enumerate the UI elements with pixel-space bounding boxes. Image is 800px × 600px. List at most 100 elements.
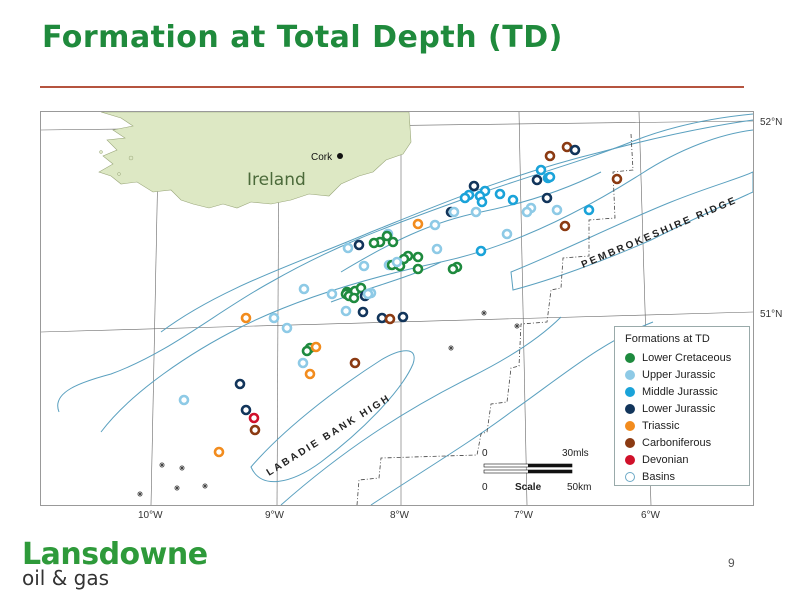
- dry-hole-icon: [202, 483, 208, 489]
- well-marker: [459, 192, 471, 204]
- well-marker: [501, 228, 513, 240]
- well-marker: [541, 192, 553, 204]
- legend-item-middle-jurassic: Middle Jurassic: [625, 385, 718, 399]
- legend-label: Basins: [642, 471, 676, 483]
- scale-bottom-start: 0: [482, 482, 488, 493]
- scale-top-start: 0: [482, 448, 488, 459]
- title-divider: [40, 86, 744, 88]
- well-marker: [240, 404, 252, 416]
- well-marker: [297, 357, 309, 369]
- map-frame: Cork Ireland PEMBROKESHIRE RIDGE LABADIE…: [40, 111, 754, 506]
- well-marker: [476, 196, 488, 208]
- well-location-map: Cork Ireland PEMBROKESHIRE RIDGE LABADIE…: [41, 112, 753, 505]
- map-legend: Formations at TD Lower Cretaceous Upper …: [614, 326, 750, 486]
- licence-boundary: [356, 133, 634, 505]
- legend-item-lower-jurassic: Lower Jurassic: [625, 402, 715, 416]
- well-marker: [355, 282, 367, 294]
- well-marker: [391, 256, 403, 268]
- well-marker: [468, 180, 480, 192]
- well-marker: [412, 218, 424, 230]
- well-marker: [249, 424, 261, 436]
- well-marker: [551, 204, 563, 216]
- well-marker: [304, 368, 316, 380]
- well-marker: [397, 311, 409, 323]
- well-marker: [611, 173, 623, 185]
- legend-label: Triassic: [642, 420, 680, 432]
- lon-label-7w: 7°W: [514, 510, 533, 521]
- well-marker: [447, 263, 459, 275]
- basin-outlines: [250, 171, 753, 505]
- legend-label: Devonian: [642, 454, 689, 466]
- legend-item-basins: Basins: [625, 470, 675, 484]
- well-marker: [348, 292, 360, 304]
- scale-top-end: 30mls: [562, 448, 589, 459]
- well-marker: [310, 341, 322, 353]
- well-marker: [342, 242, 354, 254]
- well-marker: [535, 164, 547, 176]
- legend-swatch-carboniferous: [625, 438, 635, 448]
- legend-label: Lower Cretaceous: [642, 352, 732, 364]
- well-marker: [358, 260, 370, 272]
- legend-swatch-lower-cretaceous: [625, 353, 635, 363]
- legend-swatch-lower-jurassic: [625, 404, 635, 414]
- legend-item-triassic: Triassic: [625, 419, 679, 433]
- well-marker: [240, 312, 252, 324]
- well-marker: [431, 243, 443, 255]
- well-marker: [298, 283, 310, 295]
- scale-label: Scale: [515, 482, 542, 493]
- well-marker: [448, 206, 460, 218]
- well-marker: [213, 446, 225, 458]
- ireland-label: Ireland: [247, 170, 306, 190]
- well-marker: [494, 188, 506, 200]
- cork-city-marker: [337, 153, 343, 159]
- page-number: 9: [728, 556, 735, 570]
- well-marker: [507, 194, 519, 206]
- dry-hole-icon: [137, 491, 143, 497]
- well-marker: [531, 174, 543, 186]
- well-marker: [544, 171, 556, 183]
- legend-label: Carboniferous: [642, 437, 712, 449]
- legend-item-upper-jurassic: Upper Jurassic: [625, 368, 715, 382]
- legend-label: Upper Jurassic: [642, 369, 716, 381]
- dry-hole-icon: [448, 345, 454, 351]
- well-marker: [387, 236, 399, 248]
- dry-hole-icon: [174, 485, 180, 491]
- dry-hole-icon: [481, 310, 487, 316]
- legend-label: Lower Jurassic: [642, 403, 716, 415]
- well-marker: [368, 237, 380, 249]
- lon-label-10w: 10°W: [138, 510, 163, 521]
- cork-label: Cork: [311, 152, 333, 163]
- bathymetry-contours: [57, 113, 753, 433]
- well-marker: [353, 239, 365, 251]
- lon-label-9w: 9°W: [265, 510, 284, 521]
- lat-label-51n: 51°N: [760, 309, 783, 320]
- well-marker: [412, 251, 424, 263]
- lon-label-6w: 6°W: [641, 510, 660, 521]
- legend-item-carboniferous: Carboniferous: [625, 436, 711, 450]
- well-marker: [381, 230, 393, 242]
- scale-bar: 0 30mls 0 Scale 50km: [482, 448, 591, 493]
- well-marker: [326, 288, 338, 300]
- dry-hole-icon: [514, 323, 520, 329]
- well-marker: [301, 345, 313, 357]
- legend-swatch-triassic: [625, 421, 635, 431]
- legend-item-devonian: Devonian: [625, 453, 688, 467]
- well-marker: [362, 288, 374, 300]
- well-marker: [559, 220, 571, 232]
- well-markers: [178, 141, 623, 458]
- well-marker: [583, 204, 595, 216]
- well-marker: [281, 322, 293, 334]
- well-marker: [544, 150, 556, 162]
- well-marker: [268, 312, 280, 324]
- well-marker: [178, 394, 190, 406]
- legend-swatch-devonian: [625, 455, 635, 465]
- well-marker: [470, 206, 482, 218]
- company-logo: Lansdowne: [22, 537, 208, 572]
- well-marker: [357, 306, 369, 318]
- well-marker: [429, 219, 441, 231]
- company-logo-subtitle: oil & gas: [22, 566, 110, 590]
- legend-label: Middle Jurassic: [642, 386, 718, 398]
- lat-label-52n: 52°N: [760, 117, 783, 128]
- well-marker: [340, 305, 352, 317]
- slide-title: Formation at Total Depth (TD): [42, 20, 563, 55]
